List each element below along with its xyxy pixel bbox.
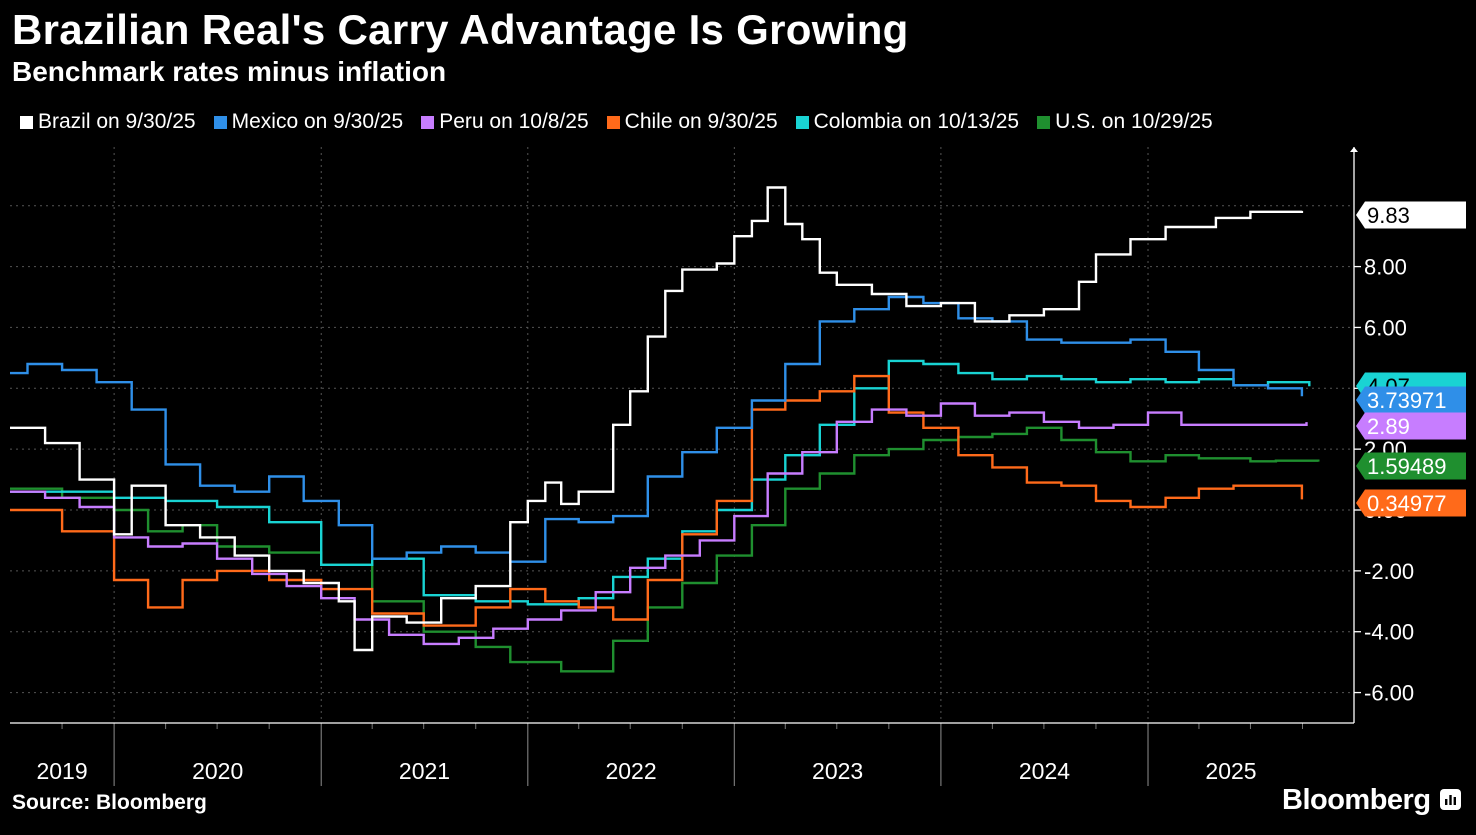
source-note: Source: Bloomberg xyxy=(12,791,207,814)
legend-item-brazil: Brazil on 9/30/25 xyxy=(20,110,196,134)
last-value-badge xyxy=(1356,201,1466,229)
legend-swatch-mexico xyxy=(213,115,227,129)
bar-chart-icon xyxy=(1440,789,1461,810)
last-value-label: 1.59489 xyxy=(1367,454,1447,479)
legend-label-us: U.S. on 10/29/25 xyxy=(1055,110,1213,133)
last-value-badge xyxy=(1356,452,1466,480)
legend: Brazil on 9/30/25 Mexico on 9/30/25 Peru… xyxy=(20,110,1213,134)
x-year-label: 2019 xyxy=(36,758,87,784)
last-value-badge xyxy=(1356,412,1466,440)
y-tick-label: -2.00 xyxy=(1364,559,1414,584)
chart-subtitle: Benchmark rates minus inflation xyxy=(12,56,447,87)
last-value-label: 0.34977 xyxy=(1367,491,1447,516)
last-value-label: 3.73971 xyxy=(1367,388,1447,413)
y-tick-label: 6.00 xyxy=(1364,315,1407,340)
legend-item-us: U.S. on 10/29/25 xyxy=(1037,110,1213,134)
chart-title: Brazilian Real's Carry Advantage Is Grow… xyxy=(12,6,909,53)
legend-item-mexico: Mexico on 9/30/25 xyxy=(213,110,404,134)
last-value-label: 9.83 xyxy=(1367,203,1410,228)
x-year-label: 2021 xyxy=(399,758,450,784)
legend-label-brazil: Brazil on 9/30/25 xyxy=(38,110,196,133)
y-tick-label: -6.00 xyxy=(1364,681,1414,706)
legend-swatch-colombia xyxy=(795,115,809,129)
last-value-badge xyxy=(1356,489,1466,517)
legend-item-colombia: Colombia on 10/13/25 xyxy=(795,110,1020,134)
last-value-badge xyxy=(1356,386,1466,414)
x-year-label: 2023 xyxy=(812,758,863,784)
x-year-label: 2025 xyxy=(1205,758,1256,784)
y-tick-label: 8.00 xyxy=(1364,255,1407,280)
legend-label-colombia: Colombia on 10/13/25 xyxy=(813,110,1020,133)
legend-item-chile: Chile on 9/30/25 xyxy=(606,110,778,134)
series-line-peru xyxy=(10,402,1308,646)
y-tick-label: -4.00 xyxy=(1364,620,1414,645)
x-year-label: 2020 xyxy=(192,758,243,784)
legend-label-chile: Chile on 9/30/25 xyxy=(624,110,778,133)
legend-swatch-brazil xyxy=(20,115,33,129)
legend-item-peru: Peru on 10/8/25 xyxy=(421,110,589,134)
last-value-label: 2.89 xyxy=(1367,414,1410,439)
legend-swatch-peru xyxy=(421,115,435,129)
legend-label-mexico: Mexico on 9/30/25 xyxy=(231,110,404,133)
series-line-mexico xyxy=(10,295,1304,563)
y-axis-arrow xyxy=(1350,147,1358,152)
legend-swatch-chile xyxy=(606,115,620,129)
x-year-label: 2022 xyxy=(605,758,656,784)
x-year-label: 2024 xyxy=(1019,758,1070,784)
series-line-brazil xyxy=(10,186,1304,652)
bloomberg-logo: Bloomberg xyxy=(1282,784,1431,816)
series-line-us xyxy=(10,426,1320,673)
legend-label-peru: Peru on 10/8/25 xyxy=(439,110,589,133)
legend-swatch-us xyxy=(1037,115,1051,129)
